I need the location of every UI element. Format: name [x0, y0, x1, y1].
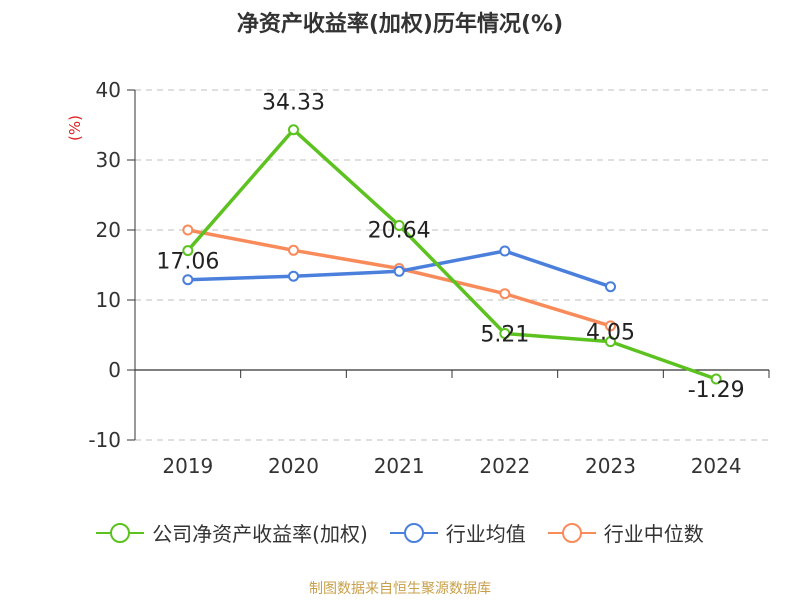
data-point — [182, 245, 194, 257]
chart-legend[interactable]: 公司净资产收益率(加权) 行业均值 行业中位数 — [0, 518, 800, 547]
chart-title: 净资产收益率(加权)历年情况(%) — [236, 12, 564, 37]
legend-item[interactable]: 公司净资产收益率(加权) — [96, 518, 368, 547]
y-tick-label: 0 — [108, 358, 121, 382]
data-point — [605, 320, 616, 332]
data-label: -1.29 — [688, 378, 745, 403]
data-point — [605, 281, 616, 293]
data-point — [288, 244, 299, 256]
y-tick-label: 20 — [96, 218, 121, 242]
data-point — [499, 328, 511, 340]
x-tick-label: 2020 — [268, 454, 319, 478]
legend-label: 公司净资产收益率(加权) — [152, 522, 368, 546]
data-label: 5.21 — [480, 323, 529, 348]
data-point — [288, 270, 299, 282]
data-point — [605, 336, 616, 348]
legend-item[interactable]: 行业均值 — [389, 518, 526, 547]
data-point — [393, 265, 405, 277]
data-point — [710, 373, 722, 385]
x-tick-label: 2023 — [585, 454, 636, 478]
y-axis-label: (%) — [66, 115, 84, 141]
y-tick-label: 10 — [96, 288, 121, 312]
data-point — [182, 274, 194, 286]
series-line — [186, 127, 717, 381]
legend-label: 行业中位数 — [603, 522, 704, 546]
data-label: 17.06 — [156, 250, 219, 275]
x-tick-label: 2022 — [479, 454, 530, 478]
y-tick-label: 40 — [96, 78, 121, 102]
data-point — [288, 124, 299, 136]
y-tick-label: 30 — [96, 148, 121, 172]
data-point — [182, 224, 194, 236]
data-label: 34.33 — [262, 91, 325, 116]
legend-label: 行业均值 — [445, 522, 526, 546]
x-tick-label: 2024 — [691, 454, 742, 478]
data-point — [499, 288, 511, 300]
legend-item[interactable]: 行业中位数 — [547, 518, 704, 547]
legend-marker-icon — [547, 522, 596, 543]
data-source-note: 制图数据来自恒生聚源数据库 — [309, 581, 491, 597]
data-point — [393, 220, 405, 232]
data-point — [499, 245, 511, 257]
y-tick-label: -10 — [88, 428, 121, 452]
legend-marker-icon — [96, 522, 145, 543]
data-label: 4.05 — [586, 321, 635, 346]
x-tick-label: 2021 — [374, 454, 425, 478]
data-label: 20.64 — [368, 219, 431, 244]
x-tick-label: 2019 — [162, 454, 213, 478]
legend-marker-icon — [389, 522, 438, 543]
